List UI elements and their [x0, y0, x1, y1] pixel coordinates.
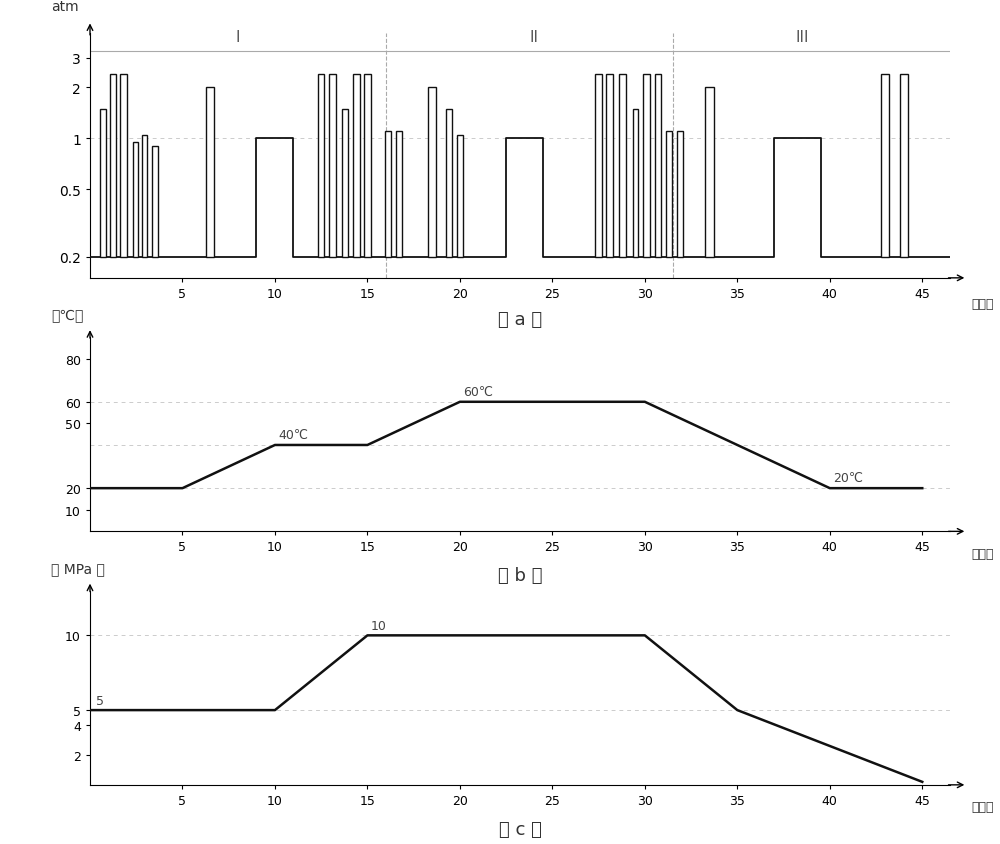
- Text: （ a ）: （ a ）: [498, 311, 542, 328]
- Text: 5: 5: [96, 695, 104, 707]
- Bar: [100, 110, 106, 257]
- Bar: [446, 110, 452, 257]
- Text: 40℃: 40℃: [279, 428, 309, 441]
- Bar: [633, 110, 638, 257]
- Bar: [595, 75, 602, 257]
- Bar: [643, 75, 650, 257]
- Bar: [329, 75, 336, 257]
- Bar: [152, 147, 158, 257]
- Text: 60℃: 60℃: [464, 385, 493, 398]
- Bar: [353, 75, 360, 257]
- Bar: [881, 75, 889, 257]
- Bar: [364, 75, 371, 257]
- Text: （ b ）: （ b ）: [498, 566, 542, 585]
- Text: （天）: （天）: [971, 547, 994, 560]
- Text: atm: atm: [51, 0, 79, 14]
- Text: （ c ）: （ c ）: [499, 820, 541, 838]
- Text: I: I: [236, 30, 240, 45]
- Bar: [666, 133, 672, 257]
- Bar: [619, 75, 626, 257]
- Bar: [705, 89, 714, 257]
- Text: （天）: （天）: [971, 800, 994, 814]
- Bar: [677, 133, 683, 257]
- Bar: [120, 75, 127, 257]
- Bar: [206, 89, 214, 257]
- Bar: [457, 136, 463, 257]
- Bar: [900, 75, 908, 257]
- Bar: [655, 75, 661, 257]
- Text: （ MPa ）: （ MPa ）: [51, 561, 105, 576]
- Bar: [133, 143, 138, 257]
- Bar: [142, 136, 147, 257]
- Text: III: III: [795, 30, 809, 45]
- Bar: [396, 133, 402, 257]
- Text: （℃）: （℃）: [51, 308, 84, 322]
- Bar: [385, 133, 391, 257]
- Bar: [606, 75, 613, 257]
- Text: 20℃: 20℃: [833, 471, 863, 484]
- Bar: [318, 75, 324, 257]
- Bar: [342, 110, 348, 257]
- Text: II: II: [529, 30, 538, 45]
- Text: （天）: （天）: [971, 298, 994, 311]
- Bar: [110, 75, 116, 257]
- Bar: [428, 89, 436, 257]
- Text: 10: 10: [371, 619, 387, 633]
